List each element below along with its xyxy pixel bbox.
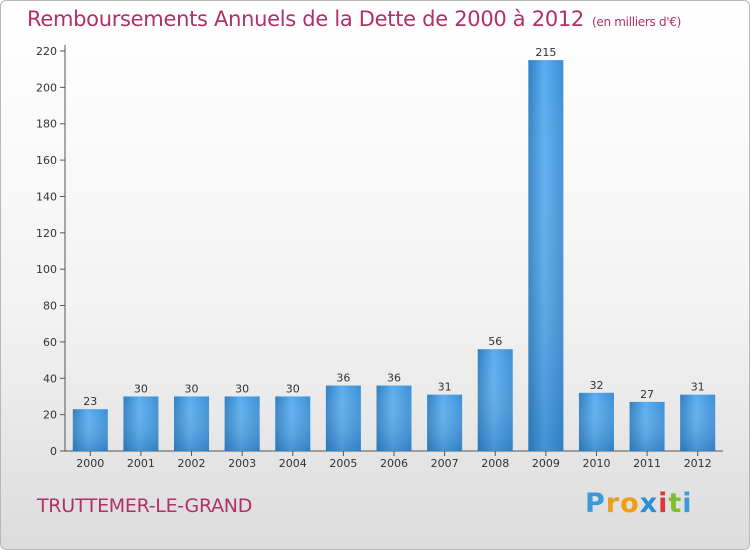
- proxiti-logo: Proxiti: [585, 488, 693, 519]
- x-tick-label: 2012: [684, 457, 712, 470]
- bar-shade: [123, 396, 159, 451]
- value-label: 32: [589, 379, 603, 392]
- axes: 0 20 40 60 80 100 120 140 160 180 200 220 2000 2001 20…: [36, 45, 723, 470]
- unit-label: (en milliers d'€): [592, 15, 682, 29]
- value-label: 23: [83, 395, 97, 408]
- x-tick-label: 2010: [582, 457, 610, 470]
- value-label: 56: [488, 335, 502, 348]
- bar-shade: [376, 385, 412, 451]
- logo-letter: P: [585, 488, 606, 519]
- chart-title-text: Remboursements Annuels de la Dette de 20…: [27, 7, 584, 31]
- x-tick-label: 2004: [279, 457, 307, 470]
- value-label: 30: [134, 382, 148, 395]
- bar-shade: [528, 60, 564, 451]
- value-label: 30: [185, 382, 199, 395]
- x-tick-label: 2008: [481, 457, 509, 470]
- bar-shade: [680, 394, 716, 451]
- y-tick-label: 0: [50, 445, 57, 458]
- y-tick-label: 200: [36, 81, 57, 94]
- value-label: 27: [640, 388, 654, 401]
- x-tick-label: 2005: [329, 457, 357, 470]
- value-label: 30: [235, 382, 249, 395]
- value-label: 31: [438, 381, 452, 394]
- chart-title: Remboursements Annuels de la Dette de 20…: [27, 7, 681, 31]
- bar-shade: [72, 409, 108, 451]
- x-tick-label: 2007: [431, 457, 459, 470]
- logo-letter: x: [639, 488, 659, 519]
- commune-name: TRUTTEMER-LE-GRAND: [37, 495, 253, 517]
- bar-shade: [224, 396, 260, 451]
- y-tick-label: 40: [43, 372, 57, 385]
- x-tick-label: 2011: [633, 457, 661, 470]
- y-tick-label: 80: [43, 300, 57, 313]
- x-tick-label: 2000: [76, 457, 104, 470]
- bar-shade: [629, 401, 665, 451]
- y-tick-label: 140: [36, 190, 57, 203]
- bars: 23 30 30 30 30 36 36 31 56 215 32 27 31: [72, 46, 716, 451]
- value-label: 36: [336, 372, 350, 385]
- logo-letter: o: [620, 488, 640, 519]
- bar-shade: [477, 349, 513, 451]
- value-label: 30: [286, 382, 300, 395]
- y-tick-label: 180: [36, 118, 57, 131]
- x-tick-label: 2003: [228, 457, 256, 470]
- logo-letter: i: [658, 488, 669, 519]
- logo-letter: r: [605, 488, 621, 519]
- x-tick-label: 2001: [127, 457, 155, 470]
- x-tick-label: 2006: [380, 457, 408, 470]
- y-tick-label: 220: [36, 45, 57, 58]
- value-label: 31: [691, 381, 705, 394]
- bar-shade: [275, 396, 311, 451]
- bar-shade: [325, 385, 361, 451]
- value-label: 215: [535, 46, 556, 59]
- y-tick-label: 100: [36, 263, 57, 276]
- x-tick-label: 2009: [532, 457, 560, 470]
- y-tick-label: 160: [36, 154, 57, 167]
- bar-shade: [174, 396, 210, 451]
- logo-letter: i: [682, 488, 693, 519]
- value-label: 36: [387, 372, 401, 385]
- y-tick-label: 60: [43, 336, 57, 349]
- y-tick-label: 20: [43, 409, 57, 422]
- bar-shade: [427, 394, 463, 451]
- y-tick-label: 120: [36, 227, 57, 240]
- logo-letter: t: [668, 488, 683, 519]
- bar-shade: [578, 392, 614, 451]
- x-tick-label: 2002: [178, 457, 206, 470]
